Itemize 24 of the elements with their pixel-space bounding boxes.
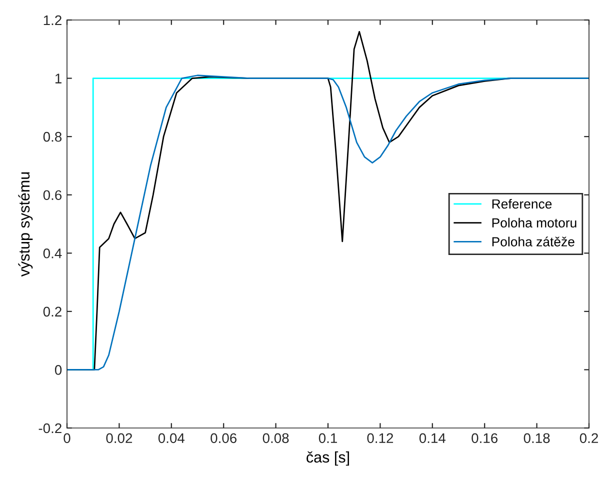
y-tick-label: 0 [54,365,62,375]
x-tick-label: 0 [64,433,70,444]
x-tick-label: 0.02 [106,433,132,444]
y-tick-label: -0.2 [38,423,62,434]
x-axis-title: čas [s] [306,451,349,466]
y-tick-label: 1.2 [44,15,62,26]
y-tick-label: 0.2 [43,306,62,317]
legend-label: Poloha motoru [492,218,576,228]
x-tick-label: 0.14 [419,433,446,444]
x-tick-label: 0.18 [524,433,550,444]
x-tick-label: 0.2 [580,433,598,444]
x-tick-label: 0.08 [262,433,289,444]
y-tick-label: 0.8 [43,132,62,142]
legend-label: Reference [492,198,552,209]
x-tick-label: 0.04 [158,433,185,444]
y-tick-label: 0.6 [43,190,62,200]
x-tick-label: 0.1 [318,433,337,444]
y-tick-label: 0.4 [43,248,62,258]
y-axis-title: výstup systému [18,172,33,277]
x-tick-label: 0.12 [367,433,394,444]
legend-label: Poloha zátěže [492,236,574,246]
y-tick-label: 1 [55,74,62,84]
x-tick-label: 0.06 [210,433,237,444]
x-tick-label: 0.16 [472,433,498,444]
